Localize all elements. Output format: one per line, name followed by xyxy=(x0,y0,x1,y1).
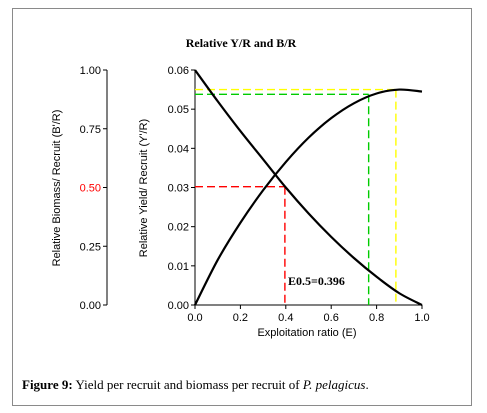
y-axis-label-left: Relative Biomass/ Recruit (B'/R) xyxy=(51,110,63,267)
caption-species: P. pelagicus xyxy=(302,377,366,392)
yield-tick-label: 0.06 xyxy=(168,65,189,77)
y-axis-label-right: Relative Yield/ Recruit (Y'/R) xyxy=(138,119,150,257)
biomass-tick-label: 0.00 xyxy=(80,300,101,312)
yield-tick-label: 0.04 xyxy=(168,143,189,155)
biomass-tick-label: 0.25 xyxy=(80,241,101,253)
yield-tick-label: 0.05 xyxy=(168,104,189,116)
yield-tick-label: 0.00 xyxy=(168,300,189,312)
x-tick-label: 0.6 xyxy=(324,312,339,324)
annotation-e05: E0.5=0.396 xyxy=(288,274,345,288)
x-tick-label: 0.4 xyxy=(278,312,293,324)
figure-caption: Figure 9: Yield per recruit and biomass … xyxy=(22,377,472,393)
figure-frame xyxy=(12,8,472,406)
yield-tick-label: 0.03 xyxy=(168,183,189,195)
biomass-tick-label: 1.00 xyxy=(80,65,101,77)
biomass-per-recruit-curve xyxy=(194,69,423,306)
caption-end: . xyxy=(365,377,369,392)
x-axis-label: Exploitation ratio (E) xyxy=(257,327,356,339)
chart-title: Relative Y/R and B/R xyxy=(186,36,297,50)
yield-per-recruit-curve xyxy=(194,88,423,306)
x-tick-label: 0.2 xyxy=(233,312,248,324)
biomass-tick-label: 0.50 xyxy=(80,183,101,195)
biomass-tick-label: 0.75 xyxy=(80,124,101,136)
yield-tick-label: 0.02 xyxy=(168,222,189,234)
caption-text: Yield per recruit and biomass per recrui… xyxy=(75,377,300,392)
x-tick-label: 1.0 xyxy=(414,312,429,324)
x-tick-label: 0.0 xyxy=(187,312,202,324)
caption-label: Figure 9: xyxy=(22,377,73,392)
yield-tick-label: 0.01 xyxy=(168,261,189,273)
x-tick-label: 0.8 xyxy=(369,312,384,324)
